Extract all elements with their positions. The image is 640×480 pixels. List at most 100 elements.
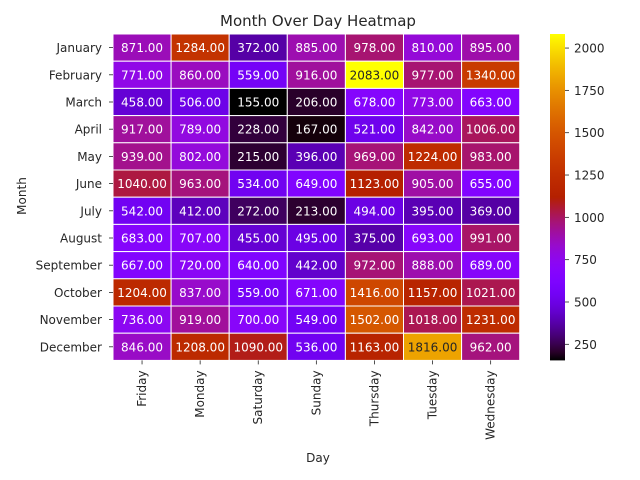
cell-value-label: 671.00 — [295, 286, 337, 300]
cell-value-label: 395.00 — [412, 204, 454, 218]
x-tick-labels: Friday Monday Saturday Sunday Thursday Tuesda… — [135, 360, 498, 440]
y-tick-label: January — [56, 41, 103, 55]
cell-value-label: 905.00 — [412, 177, 454, 191]
x-tick-label: Saturday — [251, 370, 265, 424]
heatmap-cell — [286, 223, 346, 253]
heatmap-cell — [344, 305, 404, 334]
heatmap-cell — [112, 278, 172, 307]
cell-value-label: 559.00 — [237, 286, 279, 300]
cell-value-label: 736.00 — [121, 313, 163, 327]
y-tick-label: April — [75, 123, 102, 137]
cell-value-label: 536.00 — [295, 340, 337, 354]
cell-value-label: 983.00 — [470, 150, 512, 164]
cell-value-label: 1163.00 — [350, 340, 400, 354]
cell-value-label: 559.00 — [237, 68, 279, 82]
y-tick-label: May — [77, 150, 102, 164]
cell-value-label: 495.00 — [295, 232, 337, 246]
cell-value-label: 771.00 — [121, 68, 163, 82]
heatmap-cell — [461, 169, 521, 198]
heatmap-cell — [403, 115, 463, 144]
cell-value-label: 1224.00 — [408, 150, 458, 164]
cell-value-label: 1204.00 — [117, 286, 167, 300]
cell-value-label: 1021.00 — [466, 286, 516, 300]
cell-value-label: 939.00 — [121, 150, 163, 164]
y-tick-label: October — [54, 286, 102, 300]
heatmap-cell — [170, 115, 230, 144]
colorbar-gradient — [550, 34, 565, 361]
cell-value-label: 977.00 — [412, 68, 454, 82]
cell-value-label: 215.00 — [237, 150, 279, 164]
x-axis-label: Day — [306, 451, 330, 465]
heatmap-cell — [228, 305, 288, 334]
heatmap-cell — [286, 305, 346, 334]
heatmap-cell — [461, 60, 521, 89]
cell-value-label: 1018.00 — [408, 313, 458, 327]
heatmap-cell — [170, 33, 230, 62]
heatmap-cell — [112, 142, 172, 171]
colorbar-tick-label: 250 — [574, 338, 597, 352]
heatmap-cell — [344, 332, 404, 361]
heatmap-cell — [344, 196, 404, 225]
cell-value-label: 773.00 — [412, 96, 454, 110]
heatmap-cell — [461, 87, 521, 117]
cell-value-label: 655.00 — [470, 177, 512, 191]
heatmap-cell — [403, 33, 463, 62]
heatmap-cell — [112, 169, 172, 198]
heatmap-cell — [461, 278, 521, 307]
y-tick-label: November — [40, 313, 102, 327]
heatmap-cell — [403, 305, 463, 334]
colorbar-tick-label: 1250 — [574, 169, 605, 183]
x-tick-label: Sunday — [309, 370, 323, 415]
cell-value-label: 888.00 — [412, 259, 454, 273]
cell-value-label: 1231.00 — [466, 313, 516, 327]
colorbar-tick-label: 750 — [574, 253, 597, 267]
cell-value-label: 707.00 — [179, 232, 221, 246]
heatmap-cell — [461, 115, 521, 144]
heatmap-cell — [228, 60, 288, 89]
cell-value-label: 978.00 — [353, 41, 395, 55]
heatmap-cell — [228, 278, 288, 307]
cell-value-label: 1502.00 — [350, 313, 400, 327]
x-tick-label: Monday — [193, 370, 207, 417]
y-tick-label: September — [36, 259, 102, 273]
heatmap-cell — [286, 278, 346, 307]
y-tick-label: August — [60, 232, 102, 246]
cell-value-label: 1040.00 — [117, 177, 167, 191]
cell-value-label: 663.00 — [470, 96, 512, 110]
heatmap-cell — [170, 332, 230, 361]
cell-value-label: 689.00 — [470, 259, 512, 273]
y-tick-label: July — [79, 204, 102, 218]
cell-value-label: 810.00 — [412, 41, 454, 55]
cell-value-label: 1123.00 — [350, 177, 400, 191]
cell-value-label: 458.00 — [121, 96, 163, 110]
cell-value-label: 962.00 — [470, 340, 512, 354]
heatmap-cell — [170, 305, 230, 334]
cell-value-label: 167.00 — [295, 123, 337, 137]
cell-value-label: 667.00 — [121, 259, 163, 273]
cell-value-label: 837.00 — [179, 286, 221, 300]
heatmap-cell — [461, 332, 521, 361]
cell-value-label: 1157.00 — [408, 286, 458, 300]
cell-value-label: 1284.00 — [175, 41, 225, 55]
cell-value-label: 375.00 — [353, 232, 395, 246]
colorbar-tick-label: 1750 — [574, 84, 605, 98]
cell-value-label: 1416.00 — [350, 286, 400, 300]
colorbar-tick-label: 2000 — [574, 42, 605, 56]
cell-value-label: 846.00 — [121, 340, 163, 354]
cell-value-label: 372.00 — [237, 41, 279, 55]
cell-value-label: 542.00 — [121, 204, 163, 218]
cell-value-label: 206.00 — [295, 96, 337, 110]
heatmap-cell — [344, 251, 404, 280]
cell-value-label: 155.00 — [237, 96, 279, 110]
heatmap-cell — [403, 278, 463, 307]
cell-value-label: 916.00 — [295, 68, 337, 82]
heatmap-cell — [344, 87, 404, 117]
cell-value-label: 1340.00 — [466, 68, 516, 82]
cell-value-label: 494.00 — [353, 204, 395, 218]
y-axis-label: Month — [15, 177, 29, 215]
cell-value-label: 1090.00 — [233, 340, 283, 354]
cell-value-label: 213.00 — [295, 204, 337, 218]
heatmap-cell — [286, 87, 346, 117]
x-tick-label: Thursday — [367, 370, 381, 427]
